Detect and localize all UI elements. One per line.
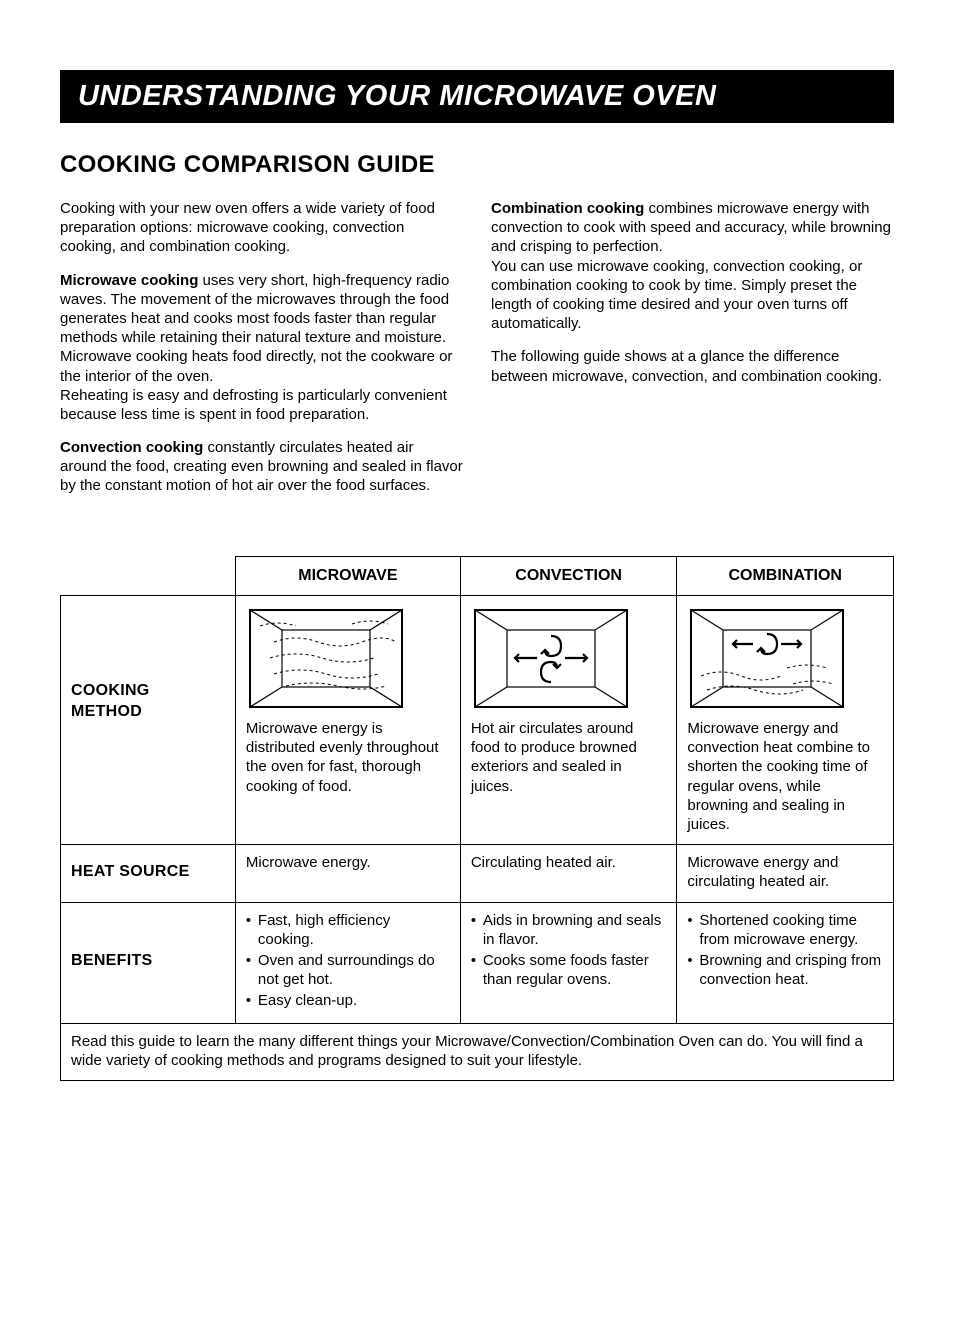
list-item: Cooks some foods faster than regular ove… [471, 951, 667, 989]
body-columns: Cooking with your new oven offers a wide… [60, 199, 894, 510]
intro-p5: The following guide shows at a glance th… [491, 347, 894, 385]
list-item: Browning and crisping from convection he… [687, 951, 883, 989]
oven-combination-icon [687, 606, 847, 711]
diagram-combination [687, 606, 883, 711]
banner-title: UNDERSTANDING YOUR MICROWAVE OVEN [78, 80, 716, 112]
row-heat-source: HEAT SOURCE Microwave energy. Circulatin… [61, 845, 894, 902]
intro-p4: Combination cooking combines microwave e… [491, 199, 894, 333]
cell-heat-combination: Microwave energy and circulating heated … [677, 845, 894, 902]
cell-benefits-convection: Aids in browning and seals in flavor. Co… [460, 902, 677, 1023]
section-subtitle: COOKING COMPARISON GUIDE [60, 151, 894, 179]
oven-microwave-icon [246, 606, 406, 711]
table-header-row: MICROWAVE CONVECTION COMBINATION [61, 556, 894, 595]
microwave-text-b: Reheating is easy and defrosting is part… [60, 387, 447, 423]
body-right-column: Combination cooking combines microwave e… [491, 199, 894, 510]
row-footer: Read this guide to learn the many differ… [61, 1023, 894, 1080]
page-banner: UNDERSTANDING YOUR MICROWAVE OVEN [60, 70, 894, 123]
rowhead-heat-source: HEAT SOURCE [61, 845, 236, 902]
combination-text-b: You can use microwave cooking, convectio… [491, 258, 862, 333]
rowhead-benefits: BENEFITS [61, 902, 236, 1023]
oven-convection-icon [471, 606, 631, 711]
benefits-microwave-list: Fast, high efficiency cooking. Oven and … [246, 911, 450, 1011]
method-combination-text: Microwave energy and convection heat com… [687, 720, 870, 833]
table-header-blank [61, 556, 236, 595]
col-header-microwave: MICROWAVE [235, 556, 460, 595]
row-benefits: BENEFITS Fast, high efficiency cooking. … [61, 902, 894, 1023]
benefits-combination-list: Shortened cooking time from microwave en… [687, 911, 883, 990]
cell-method-combination: Microwave energy and convection heat com… [677, 596, 894, 845]
page: UNDERSTANDING YOUR MICROWAVE OVEN COOKIN… [0, 0, 954, 1342]
combination-label: Combination cooking [491, 200, 644, 217]
diagram-microwave [246, 606, 450, 711]
comparison-table: MICROWAVE CONVECTION COMBINATION COOKING… [60, 556, 894, 1081]
microwave-label: Microwave cooking [60, 272, 198, 289]
cell-method-convection: Hot air circulates around food to produc… [460, 596, 677, 845]
method-microwave-text: Microwave energy is distributed evenly t… [246, 720, 439, 795]
col-header-combination: COMBINATION [677, 556, 894, 595]
cell-heat-convection: Circulating heated air. [460, 845, 677, 902]
body-left-column: Cooking with your new oven offers a wide… [60, 199, 463, 510]
rowhead-cooking-method-label: COOKING METHOD [71, 682, 150, 719]
method-convection-text: Hot air circulates around food to produc… [471, 720, 637, 795]
rowhead-cooking-method: COOKING METHOD [61, 596, 236, 845]
intro-p3: Convection cooking constantly circulates… [60, 438, 463, 496]
benefits-convection-list: Aids in browning and seals in flavor. Co… [471, 911, 667, 990]
cell-benefits-microwave: Fast, high efficiency cooking. Oven and … [235, 902, 460, 1023]
table-footer-text: Read this guide to learn the many differ… [61, 1023, 894, 1080]
convection-label: Convection cooking [60, 439, 203, 456]
list-item: Oven and surroundings do not get hot. [246, 951, 450, 989]
row-cooking-method: COOKING METHOD [61, 596, 894, 845]
list-item: Shortened cooking time from microwave en… [687, 911, 883, 949]
cell-method-microwave: Microwave energy is distributed evenly t… [235, 596, 460, 845]
col-header-convection: CONVECTION [460, 556, 677, 595]
diagram-convection [471, 606, 667, 711]
list-item: Easy clean-up. [246, 991, 450, 1010]
cell-heat-microwave: Microwave energy. [235, 845, 460, 902]
list-item: Aids in browning and seals in flavor. [471, 911, 667, 949]
cell-benefits-combination: Shortened cooking time from microwave en… [677, 902, 894, 1023]
list-item: Fast, high efficiency cooking. [246, 911, 450, 949]
intro-p1: Cooking with your new oven offers a wide… [60, 199, 463, 257]
intro-p2: Microwave cooking uses very short, high-… [60, 271, 463, 425]
